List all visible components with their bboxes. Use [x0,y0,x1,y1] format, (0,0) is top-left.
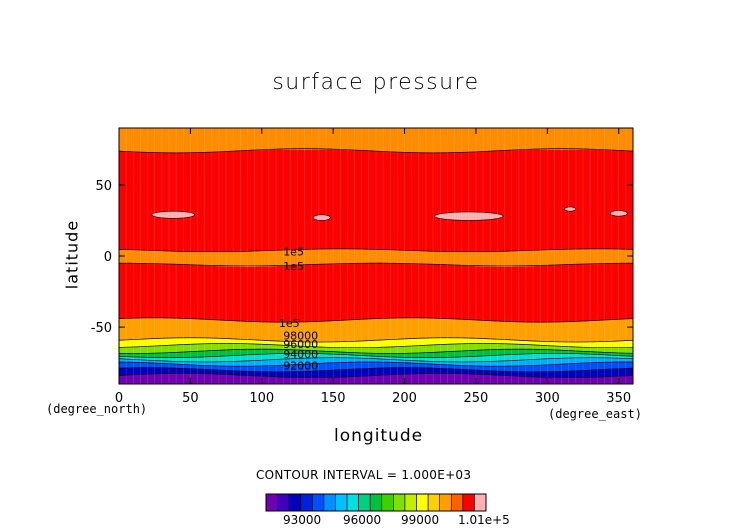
contour-band [119,353,633,362]
contour-band [119,343,633,354]
x-tick-label: 50 [182,391,199,406]
y-tick-label: 50 [95,179,112,194]
contour-label: 1e5 [279,317,300,330]
chart-title: surface pressure [272,70,480,95]
colorbar-swatch [474,493,487,512]
contour-band [119,149,633,252]
contour-label: 92000 [283,360,318,373]
colorbar-tick-label: 1.01e+5 [458,513,510,527]
colorbar-swatch [416,493,429,512]
y-tick-label: -50 [91,321,112,336]
contour-band [119,317,633,343]
colorbar-swatch [335,493,348,512]
colorbar-frame [265,493,487,512]
colorbar-tick-label: 93000 [283,513,322,527]
colorbar-swatch [358,493,371,512]
x-tick-label: 250 [464,391,489,406]
colorbar-swatch [300,493,313,512]
colorbar-swatch [404,493,417,512]
contour-line [118,353,634,359]
high-pressure-patch [564,206,577,212]
contour-line [118,367,634,373]
colorbar-swatch [462,493,475,512]
colorbar-swatch [265,493,278,512]
x-tick-label: 200 [392,391,417,406]
contour-label: 1e5 [283,260,304,273]
y-axis-unit: (degree_north) [46,402,148,416]
contour-band [119,361,633,372]
contour-label: 94000 [283,348,318,361]
colorbar-swatch [277,493,290,512]
contour-band [119,373,633,384]
contour-line [118,317,634,323]
contour-line [118,248,634,253]
contour-band [119,128,633,153]
colorbar-swatch [323,493,336,512]
contour-line [118,148,634,154]
colorbar-swatch [346,493,359,512]
contour-band [119,262,633,323]
contour-band [119,248,633,266]
contour-line [118,357,634,363]
high-pressure-patch [151,210,195,219]
colorbar-swatch [393,493,406,512]
colorbar-swatch [439,493,452,512]
x-tick-label: 300 [535,391,560,406]
contour-band [119,367,633,378]
x-axis-unit: (degree_east) [548,407,642,421]
contour-line [118,343,634,349]
contour-label: 1e5 [283,246,304,259]
colorbar-swatch [427,493,440,512]
contour-label: 96000 [283,338,318,351]
contour-line [118,348,634,354]
colorbar-tick-label: 99000 [401,513,440,527]
colorbar-swatch [312,493,325,512]
high-pressure-patch [609,210,628,217]
x-tick-label: 100 [249,391,274,406]
contour-line [118,373,634,378]
high-pressure-patch [434,211,504,221]
contour-interval-text: CONTOUR INTERVAL = 1.000E+03 [256,468,472,482]
contour-line [118,262,634,267]
x-axis-label: longitude [334,426,424,446]
contour-line [118,337,634,343]
colorbar-swatch [288,493,302,512]
colorbar-swatch [450,493,464,512]
contour-band [119,337,633,348]
contour-line [118,361,633,367]
y-tick-label: 0 [104,250,112,265]
x-tick-label: 0 [115,391,123,406]
y-axis-label: latitude [62,219,82,290]
x-tick-label: 350 [606,391,631,406]
colorbar-tick-label: 96000 [343,513,382,527]
x-tick-label: 150 [321,391,346,406]
colorbar-swatch [381,493,394,512]
contour-label: 98000 [283,330,318,343]
high-pressure-patch [312,214,331,221]
colorbar-swatch [369,493,383,512]
